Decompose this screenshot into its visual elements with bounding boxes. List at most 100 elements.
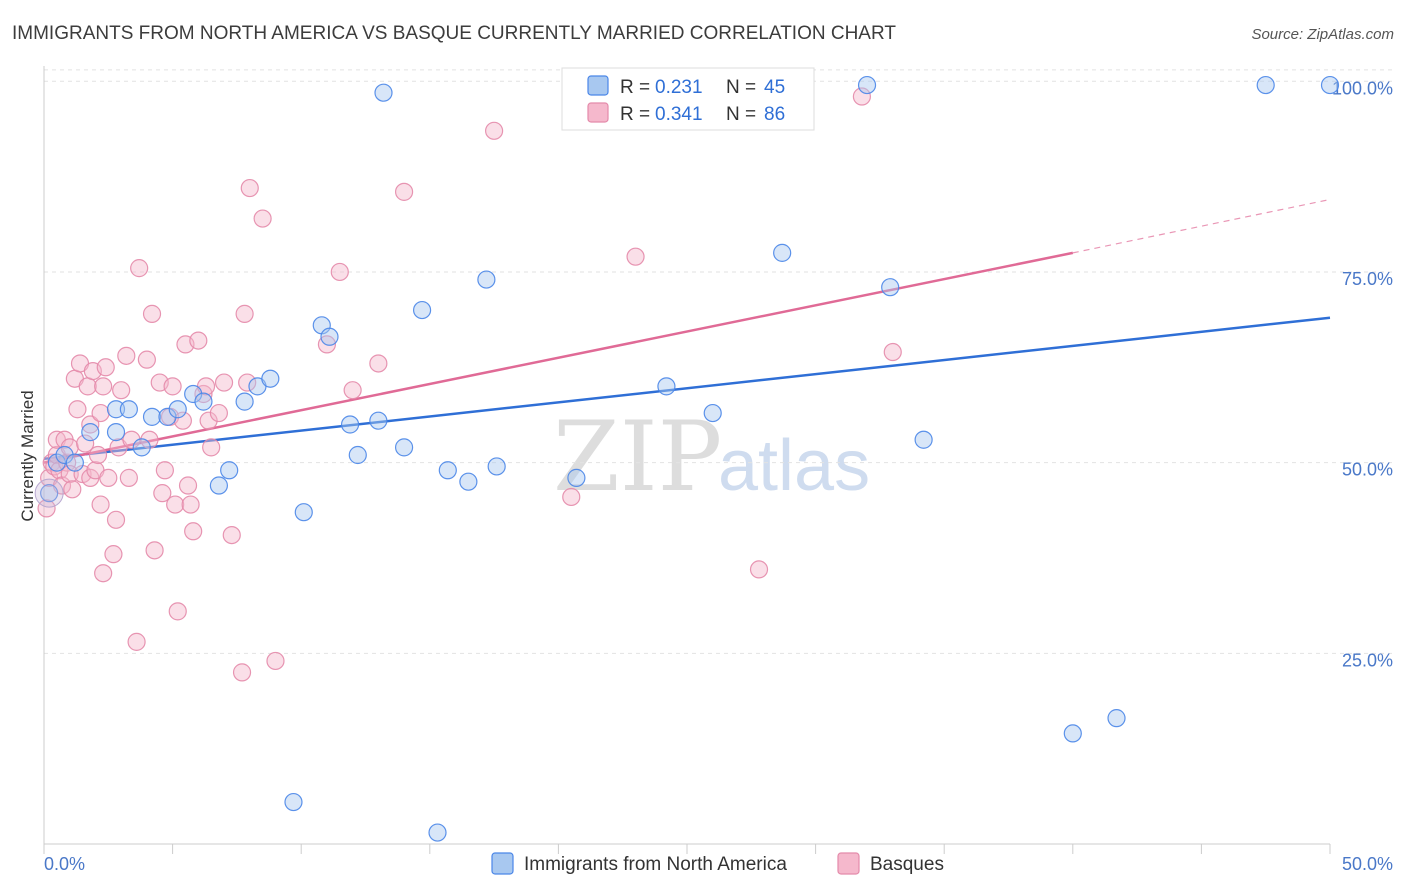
data-point-series-1 — [412, 300, 432, 320]
data-point-series-1 — [1320, 75, 1340, 95]
chart-title: IMMIGRANTS FROM NORTH AMERICA VS BASQUE … — [12, 23, 896, 44]
trend-lines — [43, 198, 1331, 464]
data-point-series-2 — [76, 434, 95, 453]
data-point-series-1 — [438, 461, 457, 480]
data-point-series-1 — [320, 327, 339, 346]
data-point-series-1 — [1063, 724, 1082, 743]
data-point-series-1 — [40, 484, 59, 503]
y-tick-label: 25.0% — [1342, 650, 1393, 670]
data-point-series-1 — [158, 407, 177, 426]
trend-line-series-2 — [43, 251, 1074, 464]
data-point-series-2 — [63, 480, 82, 499]
data-point-series-2 — [117, 346, 136, 365]
data-point-series-1 — [477, 270, 496, 289]
data-point-series-1 — [47, 453, 66, 472]
grid — [44, 69, 1394, 654]
legend-r-value-2: 0.341 — [655, 104, 703, 125]
data-point-series-1 — [119, 400, 138, 419]
data-point-series-2 — [178, 476, 198, 495]
data-point-series-1 — [194, 392, 213, 411]
data-point-series-1 — [773, 243, 792, 262]
data-point-series-2 — [94, 564, 113, 583]
data-point-series-1 — [348, 445, 367, 465]
bottom-legend-swatch-1[interactable] — [491, 852, 514, 875]
data-point-series-1 — [81, 423, 100, 442]
bottom-legend-label-1[interactable]: Immigrants from North America — [524, 854, 787, 875]
legend-swatch-series-2 — [587, 102, 609, 123]
chart-source: Source: ZipAtlas.com — [1251, 26, 1394, 43]
data-point-series-1 — [55, 445, 74, 465]
data-point-series-2 — [189, 331, 208, 350]
data-point-series-1 — [184, 384, 203, 404]
data-point-series-2 — [37, 499, 56, 518]
data-point-series-2 — [155, 461, 174, 480]
data-point-cluster — [34, 478, 64, 508]
data-point-series-1 — [235, 392, 254, 411]
data-point-series-1 — [106, 423, 126, 442]
data-point-series-2 — [214, 373, 234, 392]
data-point-series-2 — [91, 403, 110, 423]
x-tick-label-min: 0.0% — [44, 854, 85, 874]
data-point-series-2 — [202, 438, 221, 457]
legend-n-value-2: 86 — [764, 104, 785, 125]
data-point-series-2 — [99, 468, 118, 487]
bottom-legend-label-2[interactable]: Basques — [870, 854, 944, 875]
data-point-series-2 — [626, 247, 645, 266]
legend-n-label-2: N = — [726, 104, 756, 125]
axes: 25.0% 50.0% 75.0% 100.0% — [43, 66, 1393, 854]
x-tick-label-max: 50.0% — [1342, 854, 1393, 874]
data-point-series-1 — [703, 403, 722, 423]
y-tick-label: 100.0% — [1332, 78, 1393, 98]
data-point-series-2 — [181, 495, 200, 514]
data-point-series-1 — [369, 411, 388, 430]
data-point-series-1 — [881, 278, 900, 297]
y-axis-label: Currently Married — [18, 390, 37, 521]
trend-line-series-1 — [43, 316, 1331, 461]
data-point-series-2 — [142, 304, 162, 323]
y-tick-label: 75.0% — [1342, 269, 1393, 289]
data-point-series-2 — [222, 525, 241, 545]
data-point-series-1 — [567, 468, 586, 487]
data-point-series-1 — [459, 472, 478, 491]
data-point-series-2 — [394, 182, 414, 201]
data-point-series-2 — [153, 484, 172, 503]
data-point-series-2 — [88, 445, 108, 465]
data-point-series-2 — [199, 411, 218, 430]
data-point-series-2 — [96, 358, 115, 377]
bottom-legend: Immigrants from North America Basques — [491, 852, 944, 875]
data-point-series-2 — [562, 487, 581, 507]
data-point-series-2 — [883, 342, 902, 362]
data-point-series-1 — [1107, 709, 1126, 728]
data-point-series-2 — [163, 377, 182, 396]
legend-r-label-2: R = — [620, 104, 650, 125]
data-point-series-2 — [140, 430, 159, 449]
data-point-series-2 — [127, 632, 146, 651]
data-point-series-2 — [238, 373, 257, 392]
data-point-series-2 — [168, 602, 187, 621]
data-point-series-2 — [485, 121, 504, 140]
data-point-series-2 — [130, 259, 149, 278]
data-point-series-2 — [137, 350, 156, 369]
data-point-series-1 — [284, 792, 303, 812]
data-point-series-2 — [81, 415, 100, 434]
data-point-series-1 — [142, 407, 162, 426]
data-point-series-1 — [209, 476, 228, 495]
data-point-series-2 — [330, 262, 349, 282]
legend-r-label-1: R = — [620, 77, 650, 98]
data-point-series-1 — [428, 823, 447, 842]
data-point-series-2 — [94, 377, 113, 396]
data-point-series-2 — [749, 560, 769, 579]
data-point-series-2 — [369, 354, 388, 373]
watermark: ZIP atlas — [553, 401, 870, 513]
data-point-series-2 — [60, 464, 79, 484]
data-point-series-2 — [145, 541, 164, 560]
data-point-series-2 — [253, 209, 272, 228]
data-point-series-1 — [294, 503, 313, 522]
data-point-series-1 — [65, 453, 84, 472]
data-point-series-1 — [394, 438, 414, 457]
bottom-legend-swatch-2[interactable] — [837, 852, 860, 875]
data-point-series-1 — [220, 461, 239, 480]
trend-line-dashed-series-2 — [1072, 198, 1331, 254]
legend-n-label-1: N = — [726, 77, 756, 98]
